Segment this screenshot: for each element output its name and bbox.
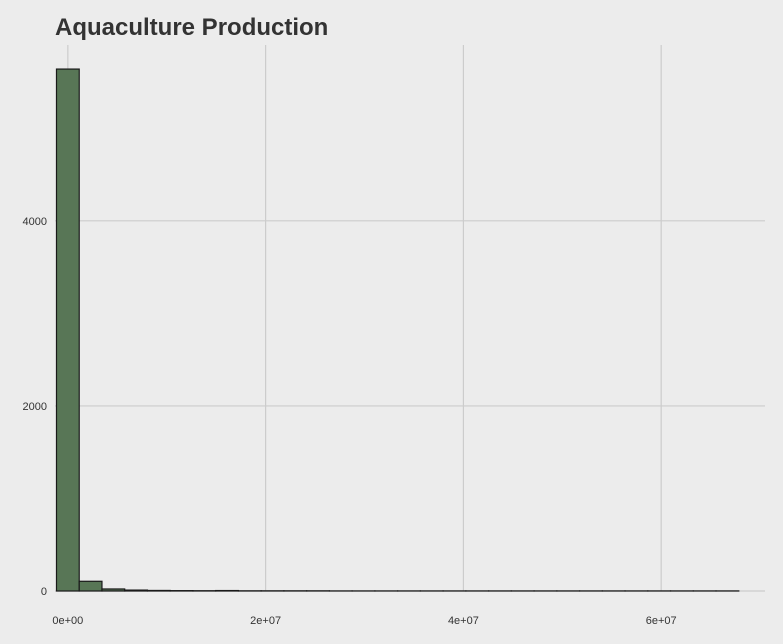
y-tick-label: 0 [41, 586, 47, 598]
tick-labels: 0 2000 4000 0e+00 2e+07 4e+07 6e+07 [23, 216, 677, 627]
histogram-bar [124, 589, 149, 592]
histogram-bar [146, 589, 171, 592]
y-tick-label: 2000 [23, 401, 47, 413]
x-tick-label: 0e+00 [52, 615, 83, 627]
histogram-bar [78, 580, 103, 592]
x-tick-label: 6e+07 [646, 615, 677, 627]
y-tick-label: 4000 [23, 216, 47, 228]
grid-lines [55, 45, 765, 592]
histogram-bar [101, 588, 126, 592]
chart-title: Aquaculture Production [55, 14, 329, 41]
histogram-bar [55, 68, 80, 592]
histogram-bars [55, 68, 740, 592]
x-tick-label: 2e+07 [250, 615, 281, 627]
x-tick-label: 4e+07 [448, 615, 479, 627]
